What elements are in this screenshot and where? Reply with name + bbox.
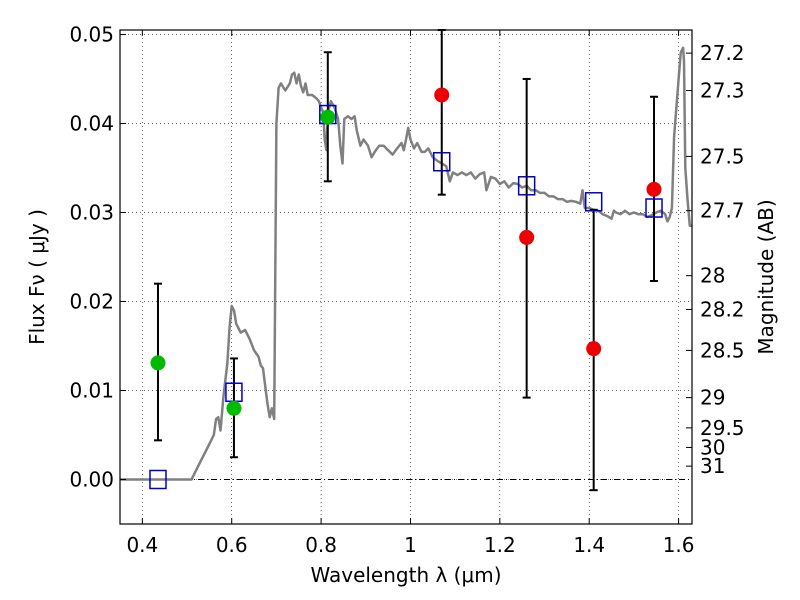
red-point — [434, 87, 450, 103]
x-tick-label: 1.2 — [484, 533, 516, 557]
model-square — [149, 469, 167, 490]
y2-tick-label: 27.5 — [700, 144, 745, 168]
y2-tick-label: 27.2 — [700, 41, 745, 65]
y2-tick-label: 29.5 — [700, 416, 745, 440]
model-square — [517, 176, 536, 196]
red-point — [646, 181, 662, 197]
model-square — [645, 198, 663, 218]
observed-points — [150, 87, 662, 416]
y2-tick-label: 28 — [700, 264, 725, 288]
red-point — [586, 341, 602, 357]
y-axis-label: Flux Fν ( μJy ) — [25, 209, 49, 345]
y2-tick-label: 29 — [700, 386, 725, 410]
x-axis-label: Wavelength λ (μm) — [310, 563, 501, 587]
error-bars — [153, 29, 659, 492]
red-point — [519, 229, 535, 245]
x-tick-label: 1 — [404, 533, 417, 557]
y2-tick-label: 28.2 — [700, 297, 745, 321]
model-band-squares — [149, 104, 663, 490]
x-ticks: 0.4 0.6 0.8 1 1.2 1.4 1.6 — [126, 30, 695, 557]
y-tick-label: 0.01 — [69, 378, 114, 402]
green-point — [320, 109, 336, 125]
y-tick-label: 0.00 — [69, 467, 114, 491]
x-tick-label: 0.6 — [216, 533, 248, 557]
y-tick-label: 0.05 — [69, 22, 114, 46]
grid — [120, 30, 692, 524]
y2-axis-label: Magnitude (AB) — [754, 199, 778, 354]
green-point — [226, 400, 242, 416]
y-tick-label: 0.04 — [69, 111, 114, 135]
model-square — [433, 151, 451, 172]
model-square — [584, 192, 603, 212]
y2-tick-label: 30 — [700, 435, 725, 459]
x-tick-label: 0.8 — [305, 533, 337, 557]
model-spectrum — [120, 46, 692, 481]
plot-frame — [119, 29, 693, 525]
spectrum-line — [120, 46, 692, 481]
y-ticks: 0.00 0.01 0.02 0.03 0.04 0.05 — [69, 22, 126, 491]
y-tick-label: 0.02 — [69, 289, 114, 313]
y2-tick-label: 28.5 — [700, 338, 745, 362]
y2-tick-label: 31 — [700, 454, 725, 478]
x-tick-label: 0.4 — [126, 533, 158, 557]
x-tick-label: 1.6 — [663, 533, 695, 557]
y-tick-label: 0.03 — [69, 200, 114, 224]
y2-tick-label: 27.7 — [700, 199, 745, 223]
green-point — [150, 355, 166, 371]
y2-tick-label: 27.3 — [700, 79, 745, 103]
x-tick-label: 1.4 — [573, 533, 605, 557]
